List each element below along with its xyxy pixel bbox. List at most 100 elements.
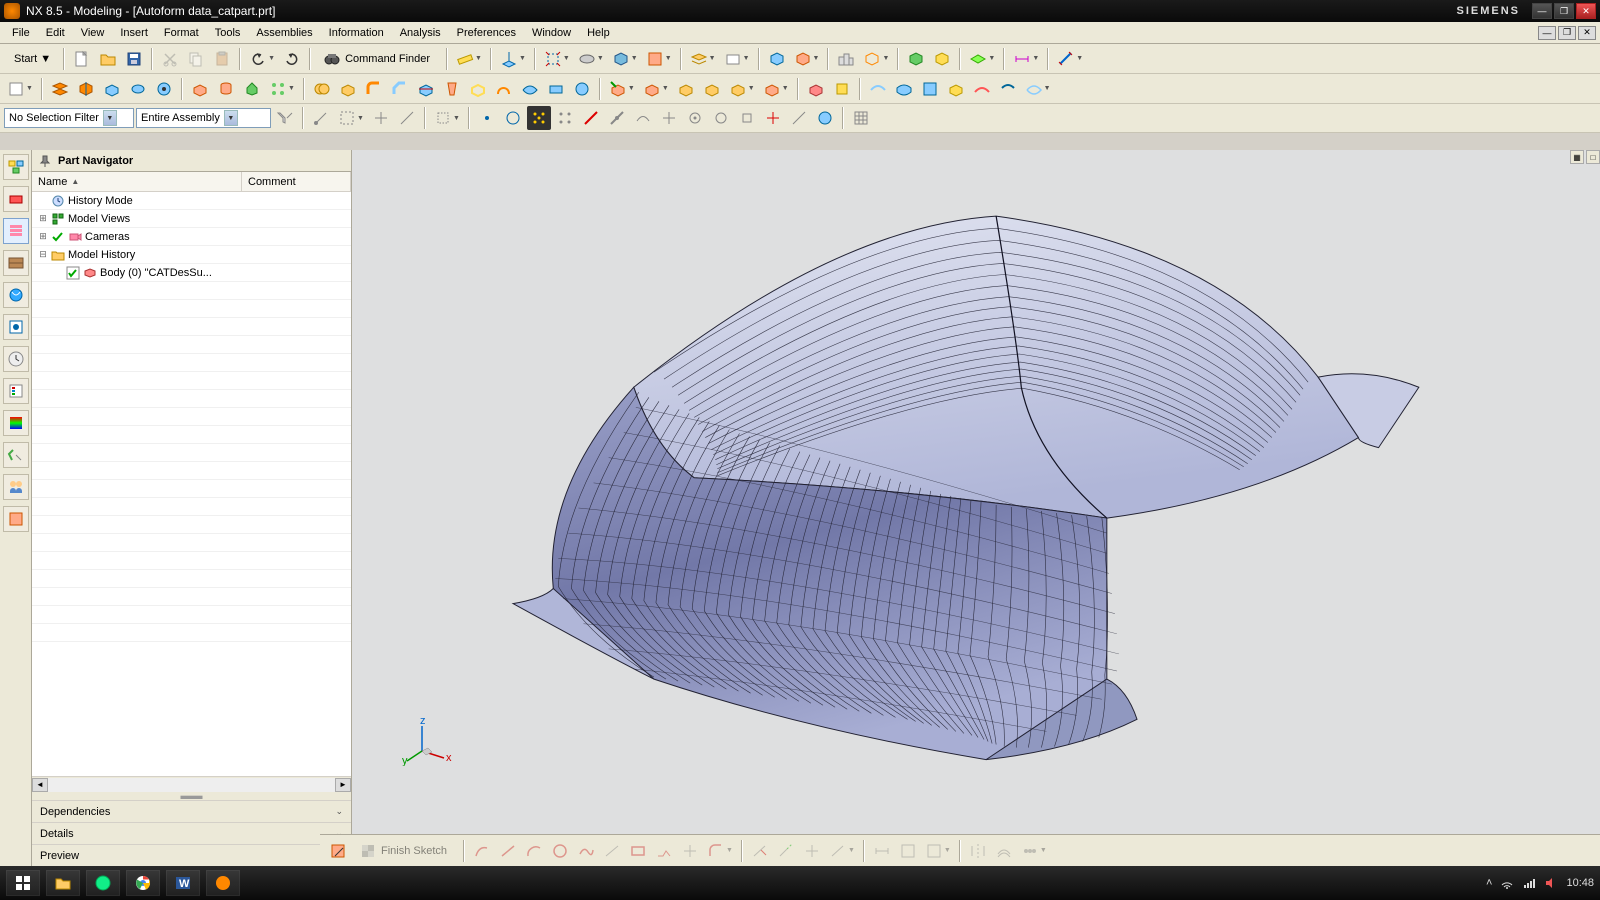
- constraints-dropdown-button[interactable]: ▼: [922, 839, 954, 863]
- datum-plane-button[interactable]: [48, 77, 72, 101]
- tree-body-item[interactable]: Body (0) "CATDesSu...: [32, 264, 351, 282]
- zoom-button[interactable]: ▼: [575, 47, 607, 71]
- revolve-button[interactable]: [126, 77, 150, 101]
- process-tab[interactable]: [3, 442, 29, 468]
- start-menu-button[interactable]: [6, 870, 40, 896]
- offset-curve-button[interactable]: [992, 839, 1016, 863]
- menu-assemblies[interactable]: Assemblies: [248, 25, 320, 41]
- selection-filter-dropdown-button[interactable]: ▼: [103, 110, 117, 126]
- wifi-icon[interactable]: [1500, 876, 1514, 890]
- assembly-constraint-button[interactable]: [830, 77, 854, 101]
- menu-edit[interactable]: Edit: [38, 25, 73, 41]
- minimize-button[interactable]: —: [1532, 3, 1552, 19]
- snap-pole-button[interactable]: [787, 106, 811, 130]
- snap-help-button[interactable]: [813, 106, 837, 130]
- clip-button[interactable]: ▼: [643, 47, 675, 71]
- viewport-split-button[interactable]: ▦: [1570, 150, 1584, 164]
- menu-help[interactable]: Help: [579, 25, 618, 41]
- network-icon[interactable]: [1522, 876, 1536, 890]
- rapid-dim-button[interactable]: [870, 839, 894, 863]
- roles-tab[interactable]: [3, 474, 29, 500]
- new-button[interactable]: [70, 47, 94, 71]
- fit-button[interactable]: ▼: [541, 47, 573, 71]
- copy-button[interactable]: [184, 47, 208, 71]
- hole-button[interactable]: [152, 77, 176, 101]
- edge-blend-button[interactable]: [362, 77, 386, 101]
- expand-icon[interactable]: ⊞: [38, 231, 48, 242]
- constraints-button[interactable]: [896, 839, 920, 863]
- snap-mid-button[interactable]: [501, 106, 525, 130]
- orient-button[interactable]: [765, 47, 789, 71]
- surface-5-button[interactable]: [970, 77, 994, 101]
- quick-extend-button[interactable]: [774, 839, 798, 863]
- trim-dropdown-button[interactable]: ▼: [826, 839, 858, 863]
- column-comment[interactable]: Comment: [242, 172, 351, 191]
- shaded-button[interactable]: [834, 47, 858, 71]
- chamfer-button[interactable]: [388, 77, 412, 101]
- menu-insert[interactable]: Insert: [112, 25, 156, 41]
- assembly-navigator-tab[interactable]: [3, 154, 29, 180]
- navigator-grip[interactable]: ▬▬: [32, 792, 351, 800]
- assembly-scope-select[interactable]: Entire Assembly ▼: [136, 108, 271, 128]
- snap-3-button[interactable]: [369, 106, 393, 130]
- render-style-button[interactable]: ▼: [609, 47, 641, 71]
- arc-button[interactable]: [522, 839, 546, 863]
- system-tab[interactable]: [3, 378, 29, 404]
- scroll-right-button[interactable]: ►: [335, 778, 351, 792]
- tree-history-mode[interactable]: History Mode: [32, 192, 351, 210]
- point-button[interactable]: [600, 839, 624, 863]
- cone-button[interactable]: [240, 77, 264, 101]
- snap-grid-button[interactable]: [527, 106, 551, 130]
- feature-button-2[interactable]: [570, 77, 594, 101]
- unite-button[interactable]: [310, 77, 334, 101]
- finish-sketch-button[interactable]: Finish Sketch: [352, 839, 458, 863]
- snap-perp-button[interactable]: [631, 106, 655, 130]
- snap-end-button[interactable]: [579, 106, 603, 130]
- extrude-button[interactable]: [100, 77, 124, 101]
- offset-button[interactable]: [492, 77, 516, 101]
- measure-button[interactable]: ▼: [1054, 47, 1086, 71]
- volume-icon[interactable]: [1544, 876, 1558, 890]
- tree-model-views[interactable]: ⊞ Model Views: [32, 210, 351, 228]
- nx-task-button[interactable]: [206, 870, 240, 896]
- drafting-tab[interactable]: [3, 506, 29, 532]
- mdi-minimize-button[interactable]: —: [1538, 26, 1556, 40]
- show-hide-button[interactable]: [904, 47, 928, 71]
- close-button[interactable]: ✕: [1576, 3, 1596, 19]
- menu-analysis[interactable]: Analysis: [392, 25, 449, 41]
- viewport[interactable]: ▦ □: [352, 150, 1600, 866]
- orient-view-button[interactable]: ▼: [791, 47, 823, 71]
- pattern-button[interactable]: ▼: [266, 77, 298, 101]
- snap-center-button[interactable]: [683, 106, 707, 130]
- assembly-scope-dropdown-button[interactable]: ▼: [224, 110, 238, 126]
- surface-6-button[interactable]: [996, 77, 1020, 101]
- scroll-left-button[interactable]: ◄: [32, 778, 48, 792]
- layer-button[interactable]: ▼: [687, 47, 719, 71]
- menu-tools[interactable]: Tools: [207, 25, 249, 41]
- surface-4-button[interactable]: [944, 77, 968, 101]
- resize-blend-button[interactable]: ▼: [760, 77, 792, 101]
- snap-point-button[interactable]: [475, 106, 499, 130]
- circle-button[interactable]: [548, 839, 572, 863]
- chrome-button[interactable]: [126, 870, 160, 896]
- profile-button[interactable]: [470, 839, 494, 863]
- viewport-max-button[interactable]: □: [1586, 150, 1600, 164]
- cylinder-button[interactable]: [214, 77, 238, 101]
- command-finder-button[interactable]: Command Finder: [316, 47, 441, 71]
- synchronous-button[interactable]: [804, 77, 828, 101]
- mirror-button[interactable]: [966, 839, 990, 863]
- browser-tab[interactable]: [3, 314, 29, 340]
- paste-button[interactable]: [210, 47, 234, 71]
- mdi-close-button[interactable]: ✕: [1578, 26, 1596, 40]
- copy-face-button[interactable]: [700, 77, 724, 101]
- menu-window[interactable]: Window: [524, 25, 579, 41]
- draft-button[interactable]: [440, 77, 464, 101]
- start-button[interactable]: Start ▼: [4, 47, 58, 71]
- filter-1-button[interactable]: [273, 106, 297, 130]
- preview-panel[interactable]: Preview ⌄: [32, 844, 351, 866]
- snap-5-button[interactable]: ▼: [431, 106, 463, 130]
- menu-file[interactable]: File: [4, 25, 38, 41]
- clock[interactable]: 10:48: [1566, 877, 1594, 889]
- delete-face-button[interactable]: [674, 77, 698, 101]
- hd3d-tab[interactable]: [3, 282, 29, 308]
